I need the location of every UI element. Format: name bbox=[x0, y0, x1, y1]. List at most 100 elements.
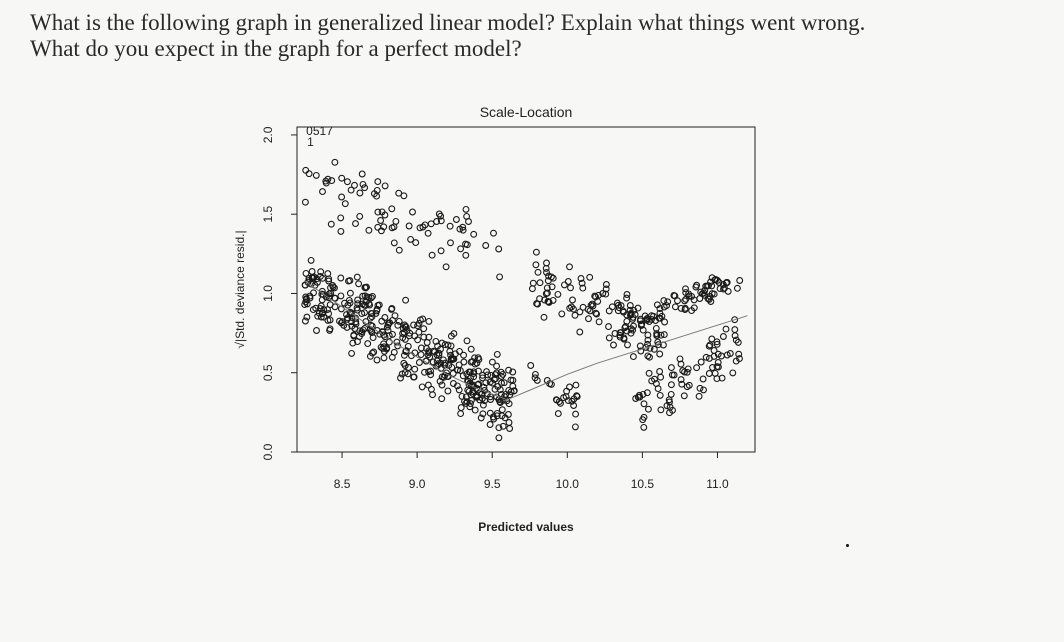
scatter-point bbox=[462, 251, 470, 259]
scatter-point bbox=[307, 256, 315, 264]
scatter-point bbox=[343, 311, 350, 319]
scatter-point bbox=[630, 306, 638, 314]
scatter-point bbox=[331, 284, 338, 292]
scatter-point bbox=[416, 316, 424, 324]
scatter-point bbox=[540, 313, 548, 321]
scatter-point bbox=[693, 364, 701, 372]
scatter-point bbox=[734, 338, 742, 346]
scatter-point bbox=[361, 302, 369, 309]
scatter-point bbox=[471, 406, 479, 414]
scatter-point bbox=[301, 317, 309, 325]
scatter-point bbox=[491, 371, 499, 379]
scatter-point bbox=[365, 226, 373, 234]
scatter-point bbox=[623, 311, 631, 319]
scatter-point bbox=[340, 321, 348, 329]
scatter-point bbox=[736, 355, 743, 363]
scatter-point bbox=[733, 284, 741, 292]
scatter-point bbox=[463, 370, 471, 378]
scatter-point bbox=[456, 225, 464, 233]
scatter-point bbox=[638, 320, 646, 328]
scatter-point bbox=[495, 434, 503, 442]
scatter-point bbox=[496, 273, 504, 281]
scatter-point bbox=[353, 273, 361, 281]
scatter-point bbox=[681, 297, 689, 305]
scatter-point bbox=[484, 371, 492, 379]
scatter-point bbox=[688, 292, 696, 300]
scatter-point bbox=[498, 379, 505, 387]
scatter-point bbox=[462, 205, 470, 213]
scatter-point bbox=[359, 292, 367, 300]
scatter-point bbox=[479, 410, 487, 418]
scatter-point bbox=[568, 303, 575, 311]
scatter-point bbox=[407, 235, 415, 243]
scatter-point bbox=[657, 373, 665, 381]
scatter-point bbox=[636, 317, 644, 325]
scatter-point bbox=[313, 327, 320, 334]
scatter-point bbox=[490, 229, 497, 237]
y-tick-label: 2.0 bbox=[261, 126, 275, 143]
scatter-point bbox=[630, 322, 637, 330]
scatter-point bbox=[356, 189, 364, 197]
scatter-point bbox=[558, 310, 566, 318]
scatter-point bbox=[652, 324, 660, 332]
scatter-point bbox=[657, 406, 665, 414]
scatter-point bbox=[544, 277, 552, 285]
scatter-point bbox=[599, 290, 607, 297]
scatter-point bbox=[677, 376, 685, 384]
scatter-point bbox=[570, 402, 578, 409]
scatter-point bbox=[680, 392, 688, 400]
scatter-point bbox=[502, 390, 510, 398]
scatter-point bbox=[707, 298, 715, 305]
scatter-point bbox=[605, 323, 612, 331]
scatter-point bbox=[368, 349, 376, 357]
scatter-point bbox=[731, 326, 739, 334]
scatter-point bbox=[390, 348, 398, 356]
scatter-point bbox=[312, 304, 320, 312]
scatter-point bbox=[388, 305, 396, 312]
scatter-point bbox=[528, 285, 536, 293]
scatter-point bbox=[489, 379, 496, 387]
scatter-point bbox=[301, 198, 309, 206]
scatter-point bbox=[379, 344, 387, 352]
scatter-point bbox=[656, 391, 664, 399]
scatter-point bbox=[479, 371, 487, 379]
scatter-point bbox=[536, 295, 544, 303]
scatter-point bbox=[470, 370, 477, 377]
scatter-point bbox=[337, 227, 345, 235]
scatter-point bbox=[401, 323, 409, 331]
question-line-2: What do you expect in the graph for a pe… bbox=[30, 36, 522, 61]
scatter-point bbox=[564, 278, 572, 285]
scatter-point bbox=[443, 369, 450, 377]
scatter-point bbox=[677, 304, 685, 312]
scatter-point bbox=[437, 212, 445, 220]
scatter-point bbox=[593, 310, 601, 318]
scatter-point bbox=[437, 217, 445, 225]
scatter-point bbox=[532, 248, 540, 256]
scatter-point bbox=[424, 229, 432, 237]
scatter-point bbox=[579, 303, 587, 311]
scatter-point bbox=[395, 317, 403, 325]
scatter-point bbox=[470, 373, 478, 381]
scatter-point bbox=[416, 224, 424, 232]
scatter-point bbox=[729, 369, 737, 377]
scatter-point bbox=[620, 335, 628, 343]
x-tick-label: 9.0 bbox=[409, 477, 426, 491]
scatter-point bbox=[700, 386, 707, 394]
scatter-point bbox=[681, 304, 689, 312]
scatter-point bbox=[460, 358, 468, 366]
scatter-point bbox=[450, 330, 458, 338]
scatter-point bbox=[346, 277, 354, 285]
y-tick-label: 1.0 bbox=[261, 285, 275, 302]
scatter-point bbox=[499, 370, 507, 378]
scatter-point bbox=[355, 280, 363, 288]
scatter-point bbox=[404, 370, 412, 378]
scatter-point bbox=[349, 339, 357, 347]
scatter-point bbox=[367, 309, 375, 317]
point-annotation: 1 bbox=[307, 135, 314, 149]
scatter-point bbox=[386, 319, 394, 327]
scatter-point bbox=[378, 317, 386, 325]
scatter-point bbox=[496, 399, 504, 406]
scatter-point bbox=[399, 334, 407, 342]
scatter-point bbox=[632, 395, 640, 402]
